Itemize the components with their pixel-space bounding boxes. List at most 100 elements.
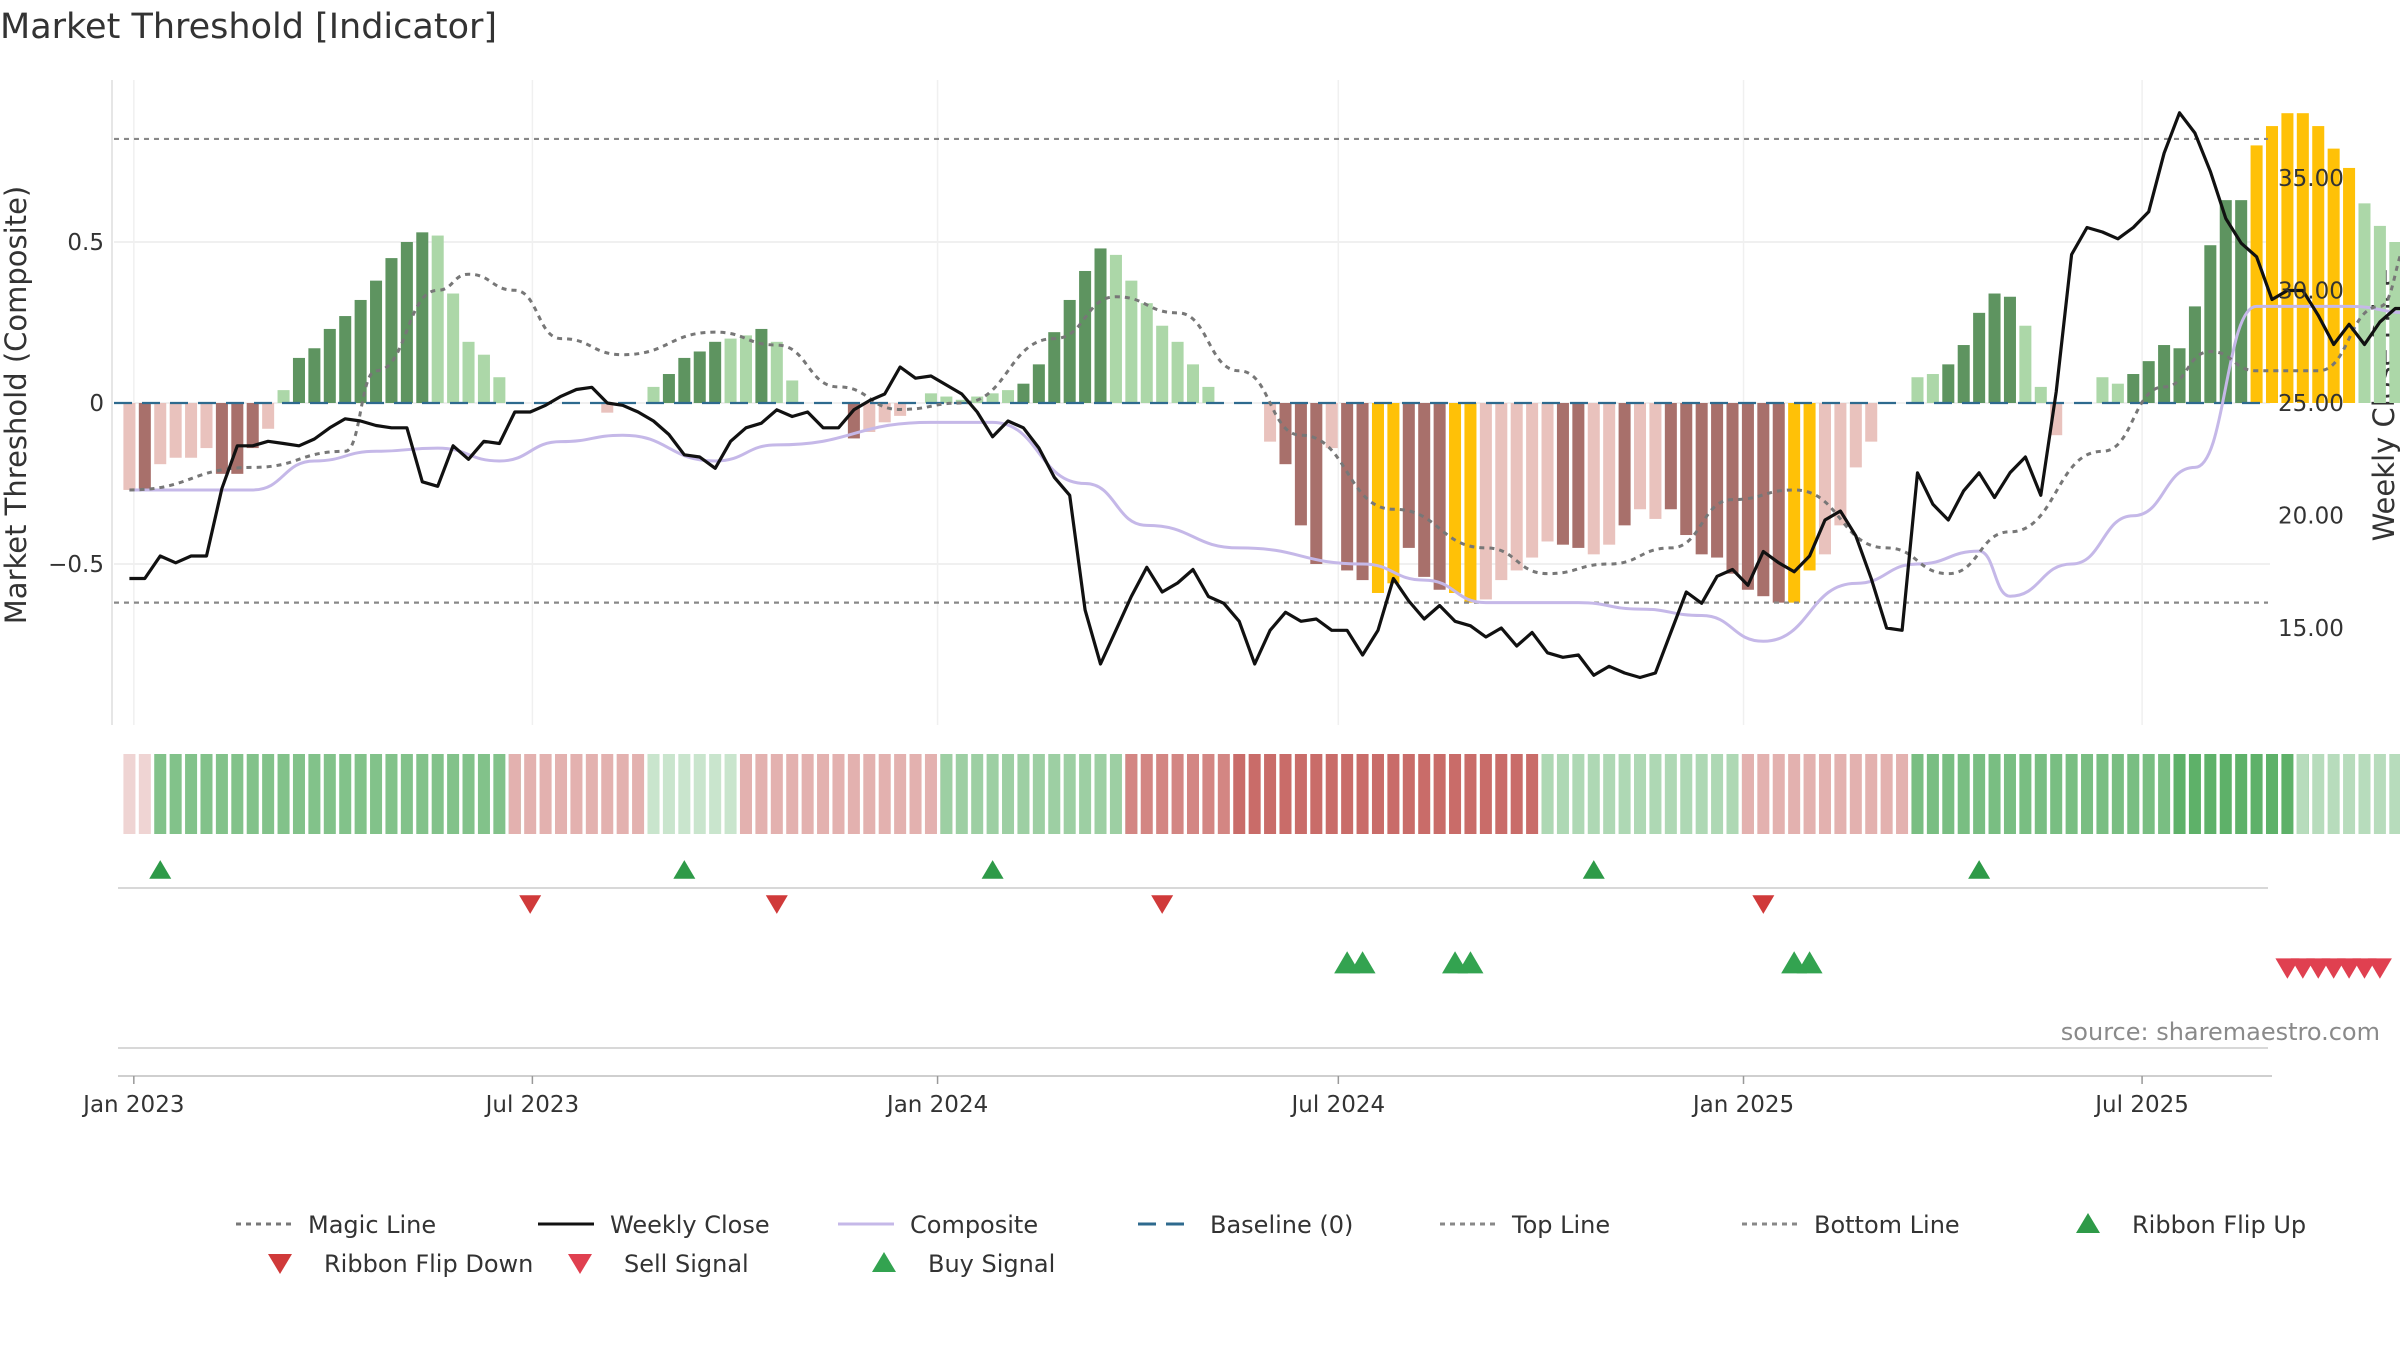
ribbon-cell bbox=[2096, 754, 2109, 834]
ribbon-cell bbox=[354, 754, 367, 834]
composite-bar bbox=[2265, 126, 2279, 403]
chart-title: Market Threshold [Indicator] bbox=[0, 7, 497, 47]
ribbon-flip-down-marker bbox=[765, 895, 788, 914]
ribbon-cell bbox=[1233, 754, 1246, 834]
ribbon-cell bbox=[1048, 754, 1061, 834]
composite-bar bbox=[493, 377, 506, 403]
composite-bar bbox=[2343, 167, 2356, 403]
composite-bar bbox=[770, 341, 783, 403]
composite-bar bbox=[231, 403, 244, 474]
x-tick-label-4: Jan 2025 bbox=[1691, 1092, 1794, 1118]
ribbon-cell bbox=[1294, 754, 1307, 834]
ribbon-cell bbox=[1002, 754, 1015, 834]
composite-bar bbox=[647, 386, 660, 403]
ribbon-cell bbox=[1695, 754, 1708, 834]
ribbon-cell bbox=[215, 754, 228, 834]
ribbon-cell bbox=[1495, 754, 1508, 834]
ribbon-cell bbox=[447, 754, 460, 834]
ribbon-cell bbox=[1079, 754, 1092, 834]
composite-bar bbox=[1063, 299, 1076, 403]
ribbon-cell bbox=[632, 754, 645, 834]
composite-bar bbox=[1942, 364, 1955, 403]
sell-signal-marker bbox=[2290, 958, 2315, 979]
composite-bar bbox=[1541, 403, 1554, 542]
ribbon-cell bbox=[1926, 754, 1939, 834]
ribbon-cell bbox=[1371, 754, 1384, 834]
ribbon-cell bbox=[924, 754, 937, 834]
ribbon-cell bbox=[1094, 754, 1107, 834]
x-tick-label-5: Jul 2025 bbox=[2093, 1092, 2189, 1118]
ribbon-cell bbox=[1818, 754, 1831, 834]
ribbon-flip-down-marker bbox=[519, 895, 542, 914]
ribbon-cell bbox=[200, 754, 213, 834]
ribbon-cell bbox=[138, 754, 151, 834]
ribbon-cell bbox=[308, 754, 321, 834]
composite-bar bbox=[277, 390, 290, 403]
ribbon-cell bbox=[1202, 754, 1215, 834]
ribbon-cell bbox=[1726, 754, 1739, 834]
reference-lines bbox=[114, 137, 2268, 604]
composite-bar bbox=[431, 235, 444, 403]
legend-item-flip_down: Ribbon Flip Down bbox=[268, 1250, 533, 1278]
right-tick-label-2: 25.00 bbox=[2278, 391, 2344, 417]
composite-bar bbox=[2373, 225, 2386, 403]
ribbon-cell bbox=[2219, 754, 2232, 834]
ribbon-cell bbox=[1911, 754, 1924, 834]
legend: Magic Line Weekly Close Composite Baseline … bbox=[236, 1211, 2306, 1278]
composite-bar bbox=[1279, 403, 1292, 465]
composite-bar bbox=[755, 328, 768, 403]
ribbon-cell bbox=[1402, 754, 1415, 834]
composite-bar bbox=[863, 403, 876, 432]
ribbon-cell bbox=[1017, 754, 1030, 834]
trend-ribbon bbox=[123, 754, 2400, 834]
ribbon-cell bbox=[1449, 754, 1462, 834]
composite-bar bbox=[1526, 403, 1539, 558]
ribbon-cell bbox=[986, 754, 999, 834]
legend-item-composite: Composite bbox=[838, 1211, 1038, 1239]
composite-bar bbox=[1017, 383, 1030, 403]
composite-bar bbox=[370, 280, 383, 403]
ribbon-cell bbox=[1140, 754, 1153, 834]
composite-bar bbox=[400, 242, 413, 403]
composite-bar bbox=[662, 374, 675, 403]
ribbon-cell bbox=[2050, 754, 2063, 834]
composite-bar bbox=[2296, 113, 2309, 403]
composite-bar bbox=[1371, 403, 1384, 593]
composite-bar bbox=[1618, 403, 1631, 526]
ribbon-cell bbox=[1248, 754, 1261, 834]
ribbon-cell bbox=[2281, 754, 2294, 834]
composite-bar bbox=[1140, 303, 1153, 403]
composite-bar bbox=[1171, 341, 1184, 403]
legend-label-baseline: Baseline (0) bbox=[1210, 1211, 1353, 1239]
ribbon-cell bbox=[400, 754, 413, 834]
ribbon-cell bbox=[693, 754, 706, 834]
legend-swatch-flip_down bbox=[268, 1254, 292, 1274]
ribbon-cell bbox=[1264, 754, 1277, 834]
composite-bar bbox=[416, 232, 429, 403]
composite-bar bbox=[1865, 403, 1878, 442]
composite-bar bbox=[1587, 403, 1600, 555]
ribbon-flip-down-marker bbox=[1151, 895, 1174, 914]
ribbon-cell bbox=[1834, 754, 1847, 834]
composite-bar bbox=[1726, 403, 1739, 574]
composite-bar bbox=[601, 403, 614, 413]
ribbon-cell bbox=[2188, 754, 2201, 834]
composite-bar bbox=[1264, 403, 1277, 442]
ribbon-cell bbox=[1356, 754, 1369, 834]
ribbon-cell bbox=[431, 754, 444, 834]
ribbon-cell bbox=[1125, 754, 1138, 834]
composite-bar bbox=[2158, 345, 2171, 403]
x-tick-label-2: Jan 2024 bbox=[885, 1092, 988, 1118]
ribbon-cell bbox=[1464, 754, 1477, 834]
composite-bar bbox=[1849, 403, 1862, 468]
composite-bar bbox=[215, 403, 228, 474]
ribbon-cell bbox=[1942, 754, 1955, 834]
legend-label-composite: Composite bbox=[910, 1211, 1038, 1239]
ribbon-cell bbox=[1171, 754, 1184, 834]
left-tick-label-2: −0.5 bbox=[48, 552, 104, 578]
composite-bar bbox=[2034, 386, 2047, 403]
composite-bar bbox=[1741, 403, 1754, 590]
ribbon-cell bbox=[416, 754, 429, 834]
sell-signal-marker bbox=[2321, 958, 2346, 979]
ribbon-cell bbox=[1741, 754, 1754, 834]
